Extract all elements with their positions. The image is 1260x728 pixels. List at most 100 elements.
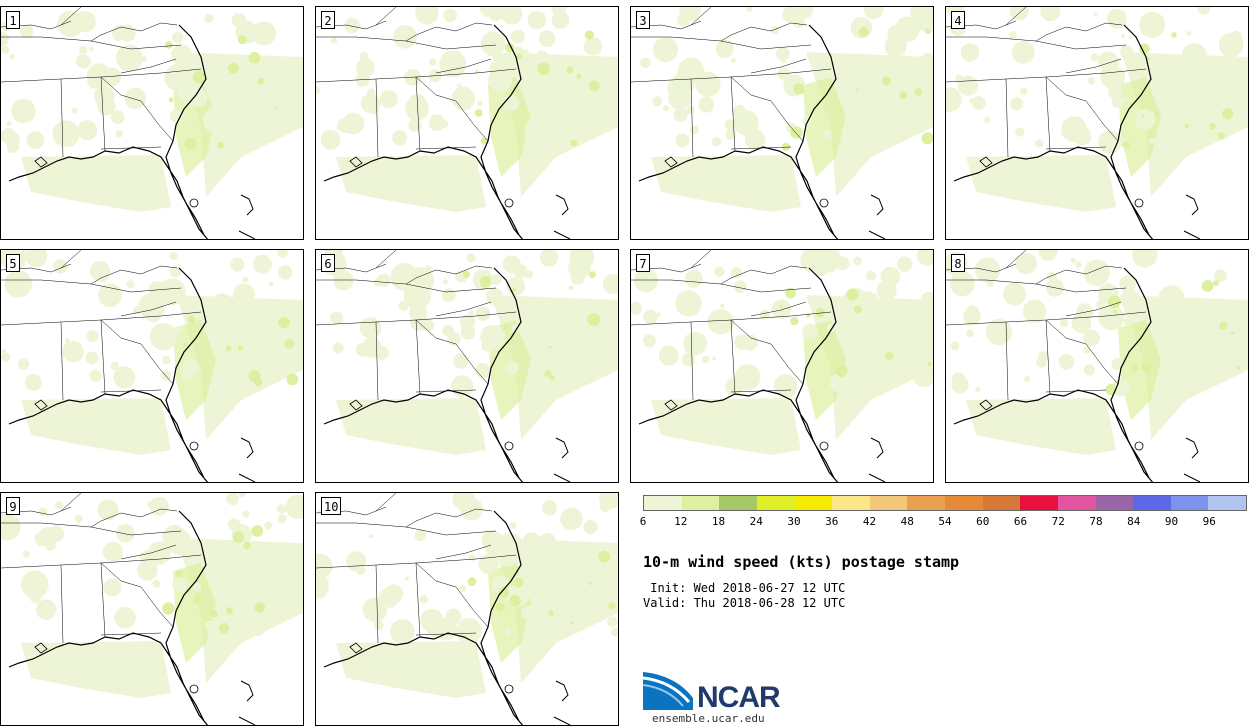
state-border: [60, 493, 82, 512]
wind-speckle: [1087, 76, 1096, 85]
wind-speckle: [882, 363, 902, 383]
wind-speckle-moderate: [785, 287, 796, 299]
wind-speckle: [6, 121, 12, 126]
wind-speckle: [62, 140, 69, 147]
wind-speckle: [681, 353, 696, 367]
wind-speckle-moderate: [1171, 32, 1177, 38]
wind-speckle-moderate: [537, 62, 550, 75]
wind-speckle-moderate: [248, 51, 261, 64]
bahamas-outline: [555, 680, 569, 702]
state-border: [405, 22, 493, 42]
wind-speckle: [344, 17, 360, 34]
colorbar-tick-label: 90: [1164, 515, 1179, 528]
state-border: [100, 319, 174, 385]
wind-speckle: [771, 299, 792, 320]
wind-speckle: [1090, 53, 1099, 62]
wind-speckle: [522, 532, 541, 552]
state-border: [415, 562, 421, 638]
state-border: [120, 58, 177, 74]
wind-speckle: [568, 285, 574, 291]
state-border: [375, 250, 397, 269]
wind-speckle: [745, 7, 753, 12]
wind-speckle: [811, 258, 830, 277]
state-border: [690, 7, 712, 26]
wind-speckle: [231, 13, 247, 28]
wind-speckle: [251, 88, 265, 102]
wind-speckle: [226, 493, 239, 506]
wind-speckle: [271, 570, 299, 599]
wind-speckle: [1036, 356, 1047, 368]
wind-speckle: [428, 114, 446, 131]
wind-speckle-moderate: [225, 607, 233, 615]
wind-speckle-moderate: [566, 66, 574, 74]
wind-speckle: [491, 274, 502, 285]
wind-speckle: [1197, 7, 1211, 15]
wind-speckle: [115, 130, 124, 138]
state-border: [720, 22, 808, 42]
wind-speckle: [1075, 261, 1082, 269]
wind-shading-gulf: [966, 398, 1116, 455]
state-border: [120, 301, 177, 317]
wind-speckle: [172, 532, 181, 541]
wind-speckle: [377, 273, 391, 287]
colorbar-tick-label: 78: [1089, 515, 1103, 528]
coastline: [953, 24, 1154, 239]
wind-speckle: [510, 29, 525, 44]
wind-speckle-moderate: [498, 587, 509, 598]
colorbar-segment: [794, 496, 833, 510]
wind-speckle: [86, 330, 99, 343]
wind-speckle: [89, 369, 102, 382]
valid-time: Valid: Thu 2018-06-28 12 UTC: [643, 596, 846, 610]
wind-speckle-moderate: [512, 287, 517, 292]
map: [946, 7, 1248, 239]
wind-speckle: [169, 266, 182, 278]
wind-speckle: [398, 300, 409, 311]
wind-speckle: [775, 46, 790, 61]
wind-speckle-moderate: [1146, 56, 1151, 61]
wind-speckle: [476, 306, 491, 321]
wind-speckle: [1195, 328, 1205, 338]
wind-speckle-moderate: [925, 28, 931, 35]
ensemble-panel: 10: [315, 492, 619, 726]
wind-speckle-moderate: [1155, 112, 1160, 117]
wind-speckle: [428, 58, 437, 66]
wind-speckle: [451, 90, 462, 101]
ensemble-panel: 5: [0, 249, 304, 483]
wind-speckle: [1120, 34, 1125, 39]
wind-speckle-moderate: [1131, 364, 1139, 372]
lake-okeechobee: [189, 198, 199, 208]
state-border: [1045, 76, 1051, 152]
wind-speckle: [224, 596, 246, 618]
panel-number: 7: [636, 254, 650, 272]
colorbar-segment: [756, 496, 795, 510]
lake-pontchartrain: [349, 642, 363, 654]
wind-speckle: [672, 71, 695, 94]
wind-speckle: [634, 268, 658, 293]
wind-speckle: [481, 530, 503, 551]
state-border: [1005, 321, 1009, 401]
wind-shading-gulf: [336, 155, 486, 212]
wind-speckle: [915, 7, 933, 33]
panel-number: 3: [636, 11, 650, 29]
map: [316, 7, 618, 239]
panel-number: 1: [6, 11, 20, 29]
wind-speckle-moderate: [598, 550, 611, 563]
state-border: [690, 250, 712, 269]
state-border: [435, 58, 492, 74]
state-border: [375, 7, 397, 26]
wind-speckle: [116, 524, 135, 543]
lake-okeechobee: [189, 441, 199, 451]
wind-speckle: [1112, 379, 1130, 397]
state-border: [100, 76, 106, 152]
wind-speckle: [861, 368, 867, 373]
wind-speckle: [544, 594, 566, 615]
state-border: [730, 319, 736, 395]
state-border: [1045, 319, 1051, 395]
wind-speckle-moderate: [570, 621, 574, 625]
wind-speckle: [802, 323, 818, 340]
wind-speckle-moderate: [210, 610, 218, 618]
wind-speckle: [55, 501, 64, 510]
wind-speckle: [1119, 289, 1140, 310]
wind-speckle: [502, 255, 521, 274]
wind-speckle: [29, 592, 41, 604]
